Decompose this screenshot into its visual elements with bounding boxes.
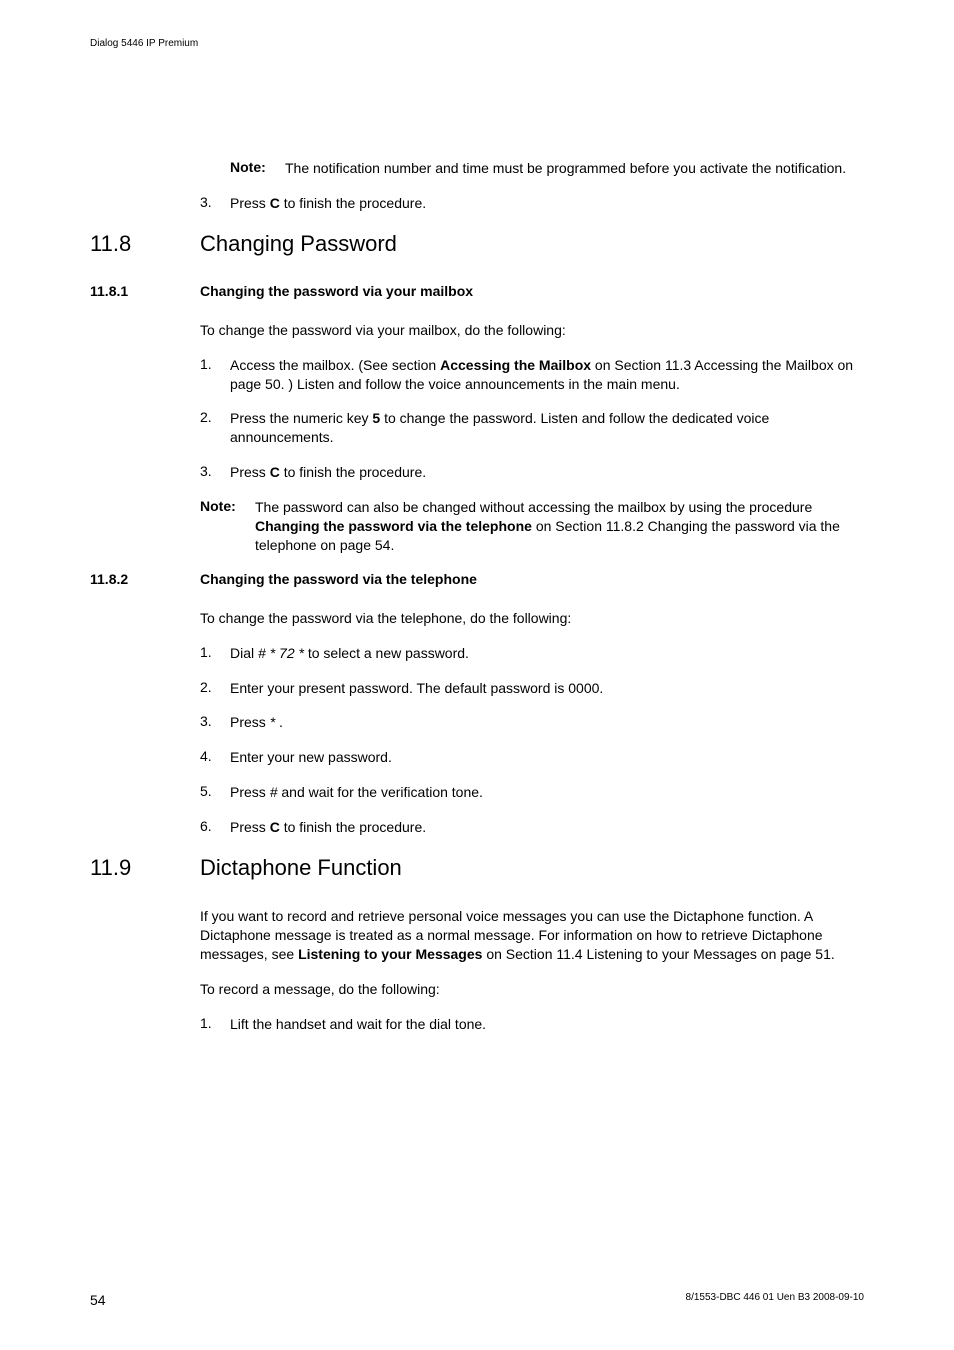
note-label: Note:: [230, 159, 285, 178]
note-text: The notification number and time must be…: [285, 159, 846, 178]
list-number: 4.: [200, 748, 230, 767]
page-number: 54: [90, 1292, 106, 1308]
list-number: 3.: [200, 713, 230, 732]
list-number: 3.: [200, 194, 230, 213]
list-text: Dial # * 72 * to select a new password.: [230, 644, 469, 663]
list-item: 1. Dial # * 72 * to select a new passwor…: [200, 644, 864, 663]
list-text: Enter your present password. The default…: [230, 679, 603, 698]
list-text: Press C to finish the procedure.: [230, 463, 426, 482]
list-item: 1. Lift the handset and wait for the dia…: [200, 1015, 864, 1034]
list-item: 3. Press C to finish the procedure.: [200, 194, 864, 213]
note-block: Note: The password can also be changed w…: [200, 498, 864, 555]
section-title: Changing Password: [200, 231, 397, 257]
document-reference: 8/1553-DBC 446 01 Uen B3 2008-09-10: [686, 1292, 864, 1308]
list-item: 2. Press the numeric key 5 to change the…: [200, 409, 864, 447]
list-item: 1. Access the mailbox. (See section Acce…: [200, 356, 864, 394]
list-number: 2.: [200, 409, 230, 447]
list-text: Enter your new password.: [230, 748, 392, 767]
list-item: 3. Press * .: [200, 713, 864, 732]
subsection-number: 11.8.2: [90, 571, 200, 587]
section-number: 11.9: [90, 855, 200, 881]
paragraph: To change the password via your mailbox,…: [200, 321, 864, 340]
list-text: Lift the handset and wait for the dial t…: [230, 1015, 486, 1034]
footer: 54 8/1553-DBC 446 01 Uen B3 2008-09-10: [90, 1292, 864, 1308]
list-number: 2.: [200, 679, 230, 698]
list-text: Press # and wait for the verification to…: [230, 783, 483, 802]
list-item: 4. Enter your new password.: [200, 748, 864, 767]
subsection-number: 11.8.1: [90, 283, 200, 299]
list-text: Press C to finish the procedure.: [230, 818, 426, 837]
section-heading: 11.8 Changing Password: [90, 231, 864, 257]
subsection-title: Changing the password via the telephone: [200, 571, 477, 587]
list-text: Access the mailbox. (See section Accessi…: [230, 356, 864, 394]
list-number: 1.: [200, 644, 230, 663]
note-label: Note:: [200, 498, 255, 555]
list-number: 1.: [200, 356, 230, 394]
list-item: 2. Enter your present password. The defa…: [200, 679, 864, 698]
subsection-heading: 11.8.1 Changing the password via your ma…: [90, 283, 864, 299]
list-number: 6.: [200, 818, 230, 837]
paragraph: If you want to record and retrieve perso…: [200, 907, 864, 964]
list-number: 5.: [200, 783, 230, 802]
list-number: 3.: [200, 463, 230, 482]
note-text: The password can also be changed without…: [255, 498, 864, 555]
subsection-heading: 11.8.2 Changing the password via the tel…: [90, 571, 864, 587]
paragraph: To record a message, do the following:: [200, 980, 864, 999]
list-item: 6. Press C to finish the procedure.: [200, 818, 864, 837]
subsection-title: Changing the password via your mailbox: [200, 283, 473, 299]
list-text: Press * .: [230, 713, 283, 732]
note-block: Note: The notification number and time m…: [230, 159, 864, 178]
section-heading: 11.9 Dictaphone Function: [90, 855, 864, 881]
running-head: Dialog 5446 IP Premium: [90, 38, 864, 49]
list-number: 1.: [200, 1015, 230, 1034]
list-item: 5. Press # and wait for the verification…: [200, 783, 864, 802]
section-title: Dictaphone Function: [200, 855, 402, 881]
section-number: 11.8: [90, 231, 200, 257]
list-text: Press the numeric key 5 to change the pa…: [230, 409, 864, 447]
list-text: Press C to finish the procedure.: [230, 194, 426, 213]
list-item: 3. Press C to finish the procedure.: [200, 463, 864, 482]
paragraph: To change the password via the telephone…: [200, 609, 864, 628]
